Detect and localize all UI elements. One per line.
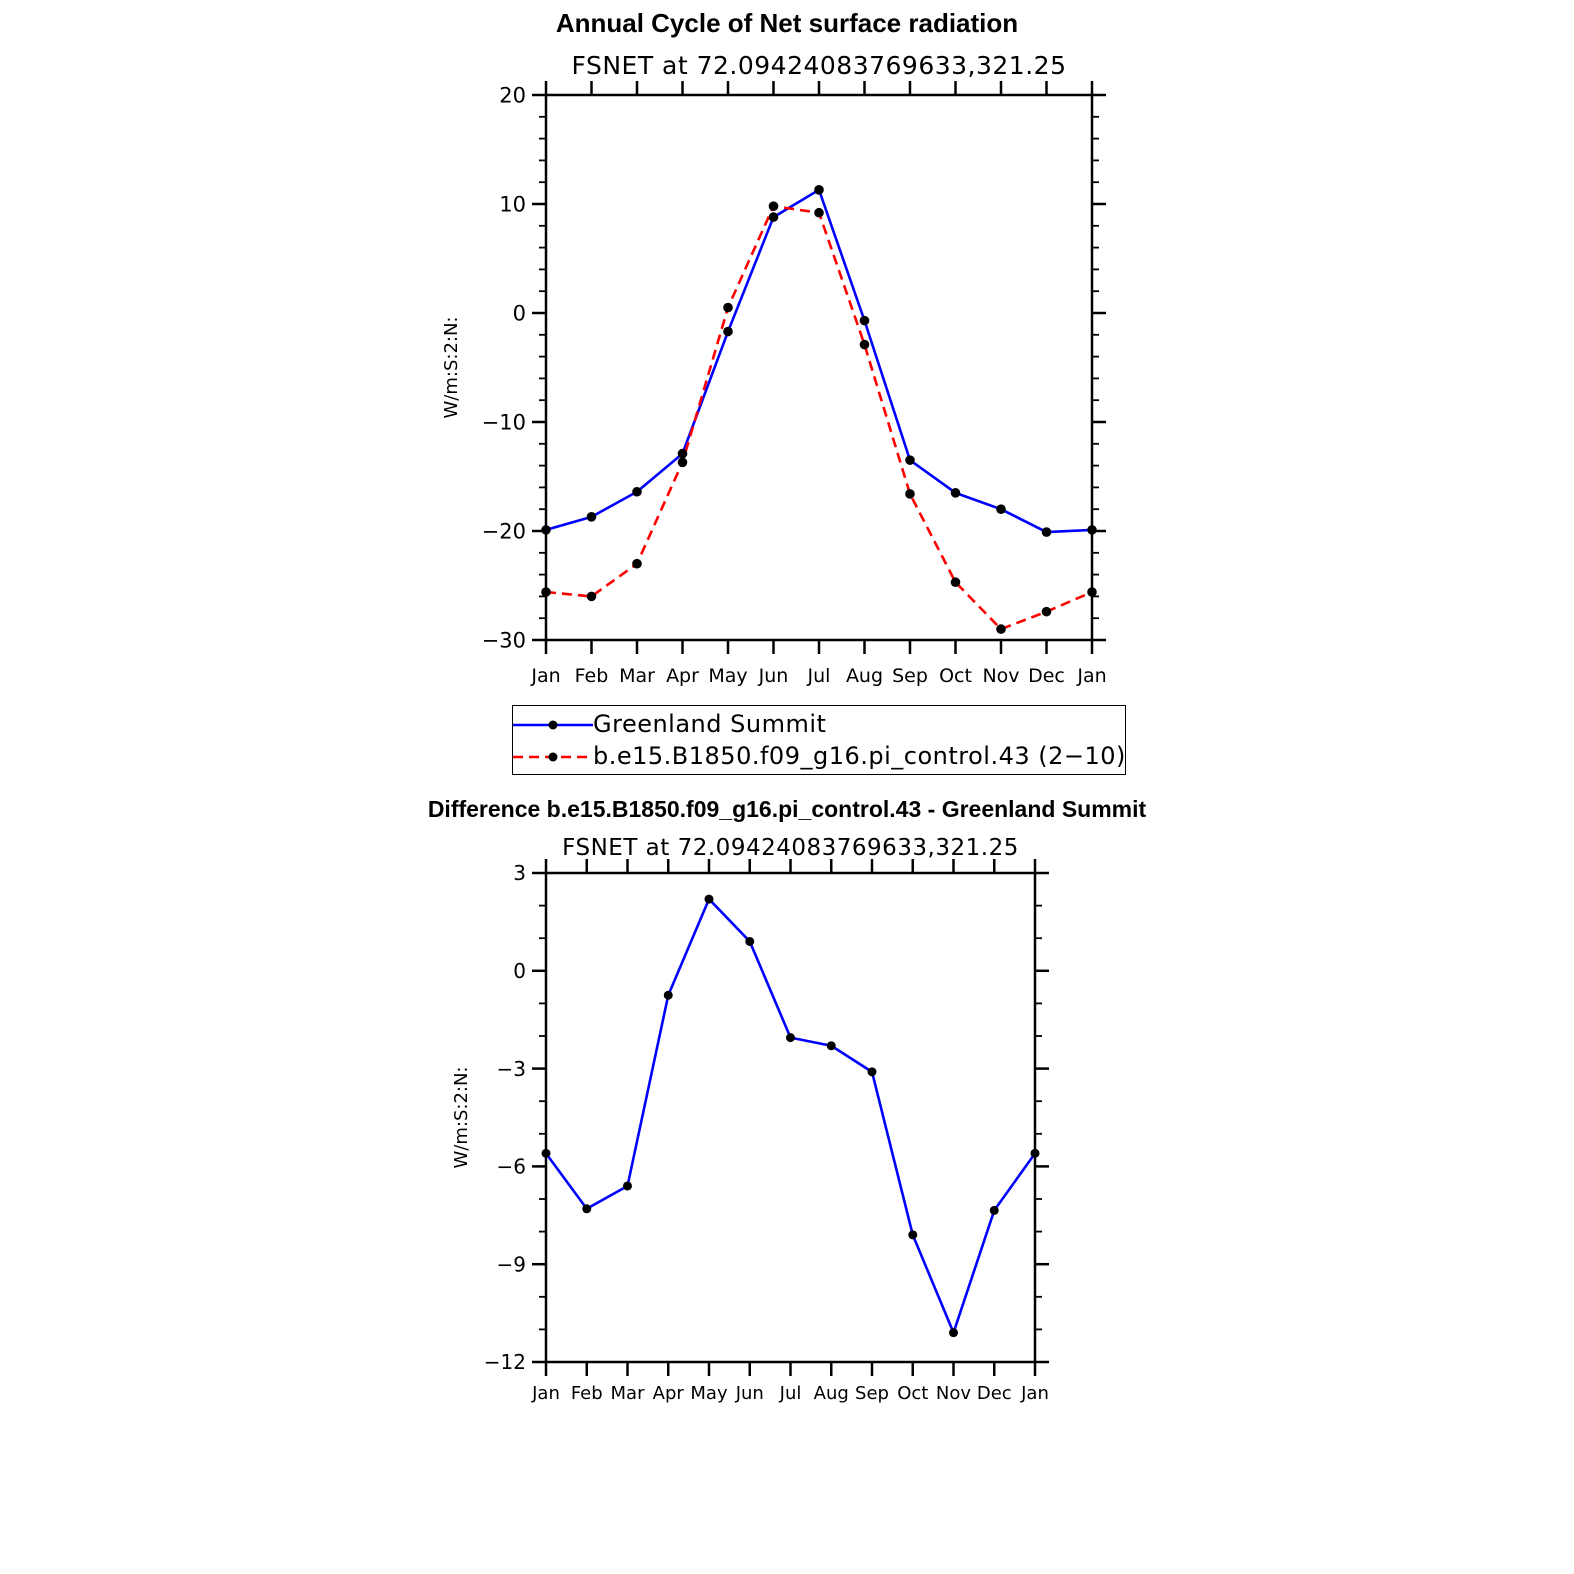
chart2-ylabel: W/m:S:2:N:: [451, 1067, 472, 1169]
chart1-xtick-label: Sep: [892, 665, 928, 687]
chart1-xtick-label: Jan: [1076, 665, 1106, 687]
chart1-ytick-label: −30: [482, 629, 526, 653]
chart1-series-1-point: [905, 455, 915, 465]
chart2-ytick-label: 3: [513, 861, 526, 885]
chart1-series-1-point: [677, 448, 688, 459]
chart1-series-2-point: [768, 201, 779, 211]
chart2-series-1-point: [623, 1181, 632, 1191]
chart1-legend: Greenland Summit b.e15.B1850.f09_g16.pi_…: [512, 705, 1126, 775]
chart1-series-2-point: [586, 591, 597, 602]
chart2-ytick-label: −9: [497, 1252, 526, 1276]
legend-entry-model: b.e15.B1850.f09_g16.pi_control.43 (2−10): [513, 741, 1125, 771]
chart1-xtick-label: Feb: [575, 665, 609, 687]
chart2-xtick-label: Feb: [571, 1383, 603, 1404]
chart2-xtick-label: Aug: [814, 1383, 849, 1404]
chart1-series-2-point: [541, 587, 551, 597]
chart1-xtick-label: Dec: [1028, 665, 1065, 687]
chart1-frame: [544, 93, 1094, 642]
legend-entry-greenland-summit: Greenland Summit: [513, 709, 1125, 739]
chart2-subtitle: FSNET at 72.09424083769633,321.25: [562, 835, 1019, 861]
chart1-series-1-point: [996, 504, 1006, 514]
chart1-series-2-point: [723, 302, 733, 313]
chart1-title: Annual Cycle of Net surface radiation: [555, 8, 1019, 38]
chart2-xtick-label: Apr: [653, 1383, 685, 1404]
chart1-series-1-point: [1041, 527, 1052, 537]
chart1-series-2-point: [1087, 587, 1097, 597]
chart1-series-2-point: [905, 489, 915, 499]
chart1-series-1-point: [541, 525, 551, 535]
chart2-xtick-label: Mar: [611, 1383, 646, 1404]
chart1-ytick-label: 10: [499, 193, 526, 217]
chart1-series-1-point: [768, 212, 779, 222]
chart2-xtick-label: Jun: [735, 1383, 764, 1404]
chart2-ytick-label: −3: [497, 1057, 526, 1081]
chart1-series-2-point: [677, 457, 688, 468]
chart1-xtick-label: Aug: [846, 665, 883, 687]
legend-label-model: b.e15.B1850.f09_g16.pi_control.43 (2−10): [593, 742, 1126, 770]
chart2-series-1-point: [826, 1041, 836, 1051]
chart2-xtick-label: Sep: [855, 1383, 889, 1404]
legend-swatch-dashed: [513, 752, 593, 762]
chart2-series-1-point: [663, 990, 673, 1000]
chart1-xtick-label: Nov: [982, 665, 1019, 687]
chart2-ytick-label: −6: [497, 1155, 526, 1179]
chart2-series-1-point: [867, 1067, 877, 1077]
chart1-series-2-point: [632, 558, 642, 569]
chart1-xtick-label: Oct: [939, 665, 972, 687]
chart2-xtick-label: Dec: [977, 1383, 1012, 1404]
chart2-series-1-point: [1030, 1148, 1040, 1158]
legend-swatch-solid: [513, 720, 593, 730]
chart2-xtick-label: Jan: [1020, 1383, 1049, 1404]
chart2-title: Difference b.e15.B1850.f09_g16.pi_contro…: [427, 796, 1147, 822]
chart1-ytick-label: 0: [513, 302, 526, 326]
chart1-xtick-label: May: [708, 665, 747, 687]
chart1-ytick-label: 20: [499, 84, 526, 108]
chart1-series-1-point: [723, 326, 733, 337]
chart1-series-2-point: [950, 577, 961, 588]
chart1-ytick-label: −20: [482, 520, 526, 544]
chart2-xtick-label: May: [690, 1383, 728, 1404]
chart2-frame: [544, 871, 1037, 1364]
chart1-series-2-point: [814, 207, 824, 218]
chart1-series-2-line: [545, 204, 1093, 631]
chart2-xtick-label: Oct: [897, 1383, 928, 1404]
chart2-series-1-point: [786, 1033, 795, 1043]
chart1-series-1-point: [859, 315, 870, 326]
chart2-series-1-point: [541, 1148, 551, 1158]
chart1-xtick-label: Jul: [807, 665, 831, 687]
chart2-series-1-point: [989, 1205, 999, 1215]
chart1-series-2-point: [859, 339, 870, 350]
chart2-ytick-label: 0: [513, 959, 526, 983]
chart2-series-1-point: [745, 936, 755, 946]
chart2-xtick-label: Jul: [779, 1383, 802, 1404]
chart1-series-1-point: [586, 512, 597, 522]
chart2-series-1-point: [908, 1230, 918, 1240]
chart1-subtitle: FSNET at 72.09424083769633,321.25: [572, 51, 1067, 80]
chart1-ylabel: W/m:S:2:N:: [441, 317, 462, 419]
chart2-series-1-point: [949, 1328, 958, 1338]
chart2-xtick-label: Jan: [531, 1383, 560, 1404]
chart1-series-1-point: [950, 488, 961, 498]
chart1-ytick-label: −10: [482, 411, 526, 435]
chart1-xtick-label: Jan: [530, 665, 560, 687]
chart1-series-1-point: [1087, 525, 1097, 535]
chart1-series-1-point: [632, 486, 642, 497]
chart1-xtick-label: Jun: [758, 665, 789, 687]
chart1-plot: FSNET at 72.09424083769633,321.25 Jan Feb M…: [441, 51, 1107, 687]
chart2-xtick-label: Nov: [936, 1383, 971, 1404]
chart1-series-2-point: [1041, 606, 1052, 617]
chart1-series-1-point: [814, 185, 824, 195]
chart2-series-1-line: [544, 897, 1037, 1334]
chart1-xtick-label: Mar: [619, 665, 655, 687]
chart2-ytick-label: −12: [484, 1350, 526, 1374]
chart2-plot: FSNET at 72.09424083769633,321.25 Jan Feb M…: [451, 835, 1049, 1404]
chart2-series-1-point: [582, 1204, 592, 1214]
chart1-series-1-line: [545, 188, 1093, 534]
chart1-xtick-label: Apr: [666, 665, 699, 687]
legend-label-greenland-summit: Greenland Summit: [593, 710, 827, 738]
chart1-series-2-point: [996, 624, 1006, 634]
chart2-series-1-point: [704, 894, 714, 904]
